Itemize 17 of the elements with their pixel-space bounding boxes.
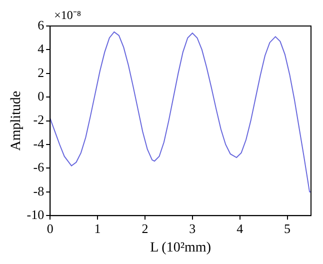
y-tick-label: -8 xyxy=(33,183,44,198)
y-tick-label: -6 xyxy=(33,160,45,175)
y-axis-title: Amplitude xyxy=(9,90,24,151)
x-axis-title: L (10²mm) xyxy=(150,240,212,256)
text: ×10⁻⁸ xyxy=(54,8,82,22)
x-tick-label: 4 xyxy=(236,220,244,236)
y-tick-label: 0 xyxy=(38,88,44,104)
x-tick-label: 2 xyxy=(142,220,148,236)
y-tick-label: 2 xyxy=(38,64,44,80)
x-tick-label: 5 xyxy=(284,220,291,236)
x-tick-label: 3 xyxy=(189,220,196,236)
y-tick-label: -2 xyxy=(33,112,44,128)
y-tick-label: 6 xyxy=(38,17,45,32)
x-tick-label: 1 xyxy=(94,220,101,236)
y-tick-label: 4 xyxy=(38,41,45,56)
y-tick-label: -4 xyxy=(33,136,45,151)
y-tick-label: -10 xyxy=(26,207,44,222)
